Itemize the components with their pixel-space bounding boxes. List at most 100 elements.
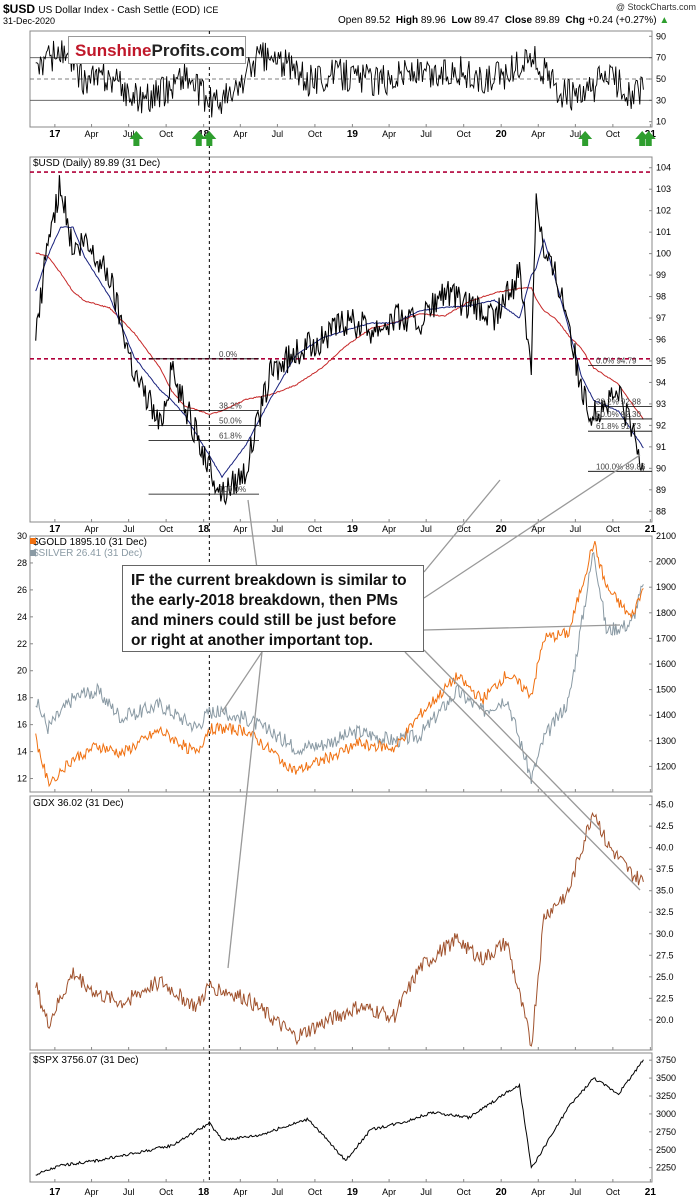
green-up-arrow: [191, 131, 206, 146]
usd-price-line: [35, 175, 644, 506]
spx-tick-label: 2500: [656, 1145, 676, 1155]
x-tick-label: Oct: [606, 524, 621, 534]
gdx-tick-label: 27.5: [656, 950, 674, 960]
x-tick-label: Oct: [457, 1187, 472, 1197]
callout-pointer-line: [404, 651, 641, 891]
x-tick-label: 20: [496, 129, 508, 140]
gold-tick-label: 2000: [656, 557, 676, 567]
usd-tick-label: 101: [656, 227, 671, 237]
silver-tick-label: 24: [17, 612, 27, 622]
usd-tick-label: 96: [656, 335, 666, 345]
fib-2020-label: 0.0% 94.79: [596, 356, 637, 365]
spx-title: $SPX 3756.07 (31 Dec): [33, 1055, 139, 1066]
rsi-tick-label: 90: [656, 31, 666, 41]
panel-frame-3: [29, 795, 653, 1051]
silver-tick-label: 26: [17, 585, 27, 595]
silver-tick-label: 30: [17, 531, 27, 541]
gold-tick-label: 2100: [656, 531, 676, 541]
gold-legend-swatch: [30, 538, 36, 544]
header-symbol: $USD US Dollar Index - Cash Settle (EOD)…: [3, 2, 219, 16]
gold-tick-label: 1300: [656, 736, 676, 746]
silver-line: [35, 551, 644, 785]
green-up-arrow: [641, 131, 656, 146]
usd-tick-label: 89: [656, 485, 666, 495]
usd-tick-label: 94: [656, 377, 666, 387]
x-tick-label: Oct: [159, 524, 174, 534]
sunshine-profits-logo: SunshineProfits.com: [68, 36, 246, 64]
gdx-tick-label: 25.0: [656, 972, 674, 982]
x-tick-label: Apr: [233, 129, 247, 139]
x-tick-label: Jul: [272, 1187, 284, 1197]
x-tick-label: Jul: [420, 1187, 432, 1197]
usd-tick-label: 103: [656, 184, 671, 194]
spx-line: [35, 1059, 644, 1176]
gold-tick-label: 1900: [656, 582, 676, 592]
x-tick-label: 21: [645, 1187, 657, 1198]
x-tick-label: Oct: [308, 1187, 323, 1197]
panel-frame-4: [29, 1052, 653, 1183]
x-tick-label: 17: [49, 1187, 61, 1198]
usd-tick-label: 91: [656, 442, 666, 452]
usd-tick-label: 98: [656, 292, 666, 302]
fib-2018-label: 100.0%: [219, 485, 246, 494]
x-tick-label: Apr: [233, 524, 247, 534]
x-tick-label: 17: [49, 524, 61, 535]
fib-2018-label: 0.0%: [219, 350, 237, 359]
x-tick-label: Jul: [570, 1187, 582, 1197]
usd-tick-label: 104: [656, 163, 671, 173]
x-tick-label: Jul: [272, 524, 284, 534]
callout-pointer-line: [227, 651, 263, 969]
x-tick-label: Apr: [85, 524, 99, 534]
gdx-line: [35, 811, 644, 1047]
usd-ma-short: [35, 226, 644, 479]
x-tick-label: 18: [198, 524, 210, 535]
panel-frame-1: [29, 156, 653, 523]
x-tick-label: Apr: [85, 1187, 99, 1197]
gdx-tick-label: 42.5: [656, 821, 674, 831]
spx-tick-label: 3000: [656, 1109, 676, 1119]
gdx-tick-label: 35.0: [656, 886, 674, 896]
x-tick-label: Jul: [570, 524, 582, 534]
x-tick-label: Apr: [382, 129, 396, 139]
silver-title: $SILVER 26.41 (31 Dec): [33, 548, 142, 559]
fib-2018-label: 61.8%: [219, 431, 242, 440]
rsi-tick-label: 50: [656, 74, 666, 84]
x-tick-label: Apr: [531, 524, 545, 534]
callout-pointer-line: [423, 624, 621, 631]
silver-tick-label: 14: [17, 747, 27, 757]
header-date: 31-Dec-2020: [3, 16, 56, 26]
x-tick-label: 19: [347, 129, 359, 140]
x-tick-label: Apr: [85, 129, 99, 139]
chart-header: $USD US Dollar Index - Cash Settle (EOD)…: [0, 0, 700, 30]
fib-2020-label: 50.0% 92.30: [596, 410, 641, 419]
usd-tick-label: 95: [656, 356, 666, 366]
x-tick-label: 18: [198, 1187, 210, 1198]
fib-2018-label: 38.2%: [219, 401, 242, 410]
gold-tick-label: 1600: [656, 659, 676, 669]
x-tick-label: 19: [347, 524, 359, 535]
usd-tick-label: 102: [656, 206, 671, 216]
x-tick-label: 17: [49, 129, 61, 140]
silver-tick-label: 28: [17, 558, 27, 568]
x-tick-label: Oct: [308, 524, 323, 534]
rsi-line: [35, 40, 644, 118]
x-tick-label: 21: [645, 524, 657, 535]
green-up-arrow: [202, 131, 217, 146]
x-tick-label: Oct: [308, 129, 323, 139]
green-up-arrow: [129, 131, 144, 146]
gdx-tick-label: 45.0: [656, 800, 674, 810]
silver-legend-swatch: [30, 550, 36, 556]
x-tick-label: Jul: [420, 524, 432, 534]
x-tick-label: Apr: [382, 1187, 396, 1197]
header-source: @ StockCharts.com: [615, 2, 696, 12]
gdx-tick-label: 37.5: [656, 864, 674, 874]
gdx-tick-label: 32.5: [656, 907, 674, 917]
silver-tick-label: 18: [17, 693, 27, 703]
silver-tick-label: 22: [17, 639, 27, 649]
x-tick-label: Oct: [606, 129, 621, 139]
x-tick-label: Jul: [420, 129, 432, 139]
gold-tick-label: 1400: [656, 710, 676, 720]
gdx-tick-label: 30.0: [656, 929, 674, 939]
spx-tick-label: 3250: [656, 1091, 676, 1101]
annotation-callout: IF the current breakdown is similar to t…: [122, 565, 424, 652]
